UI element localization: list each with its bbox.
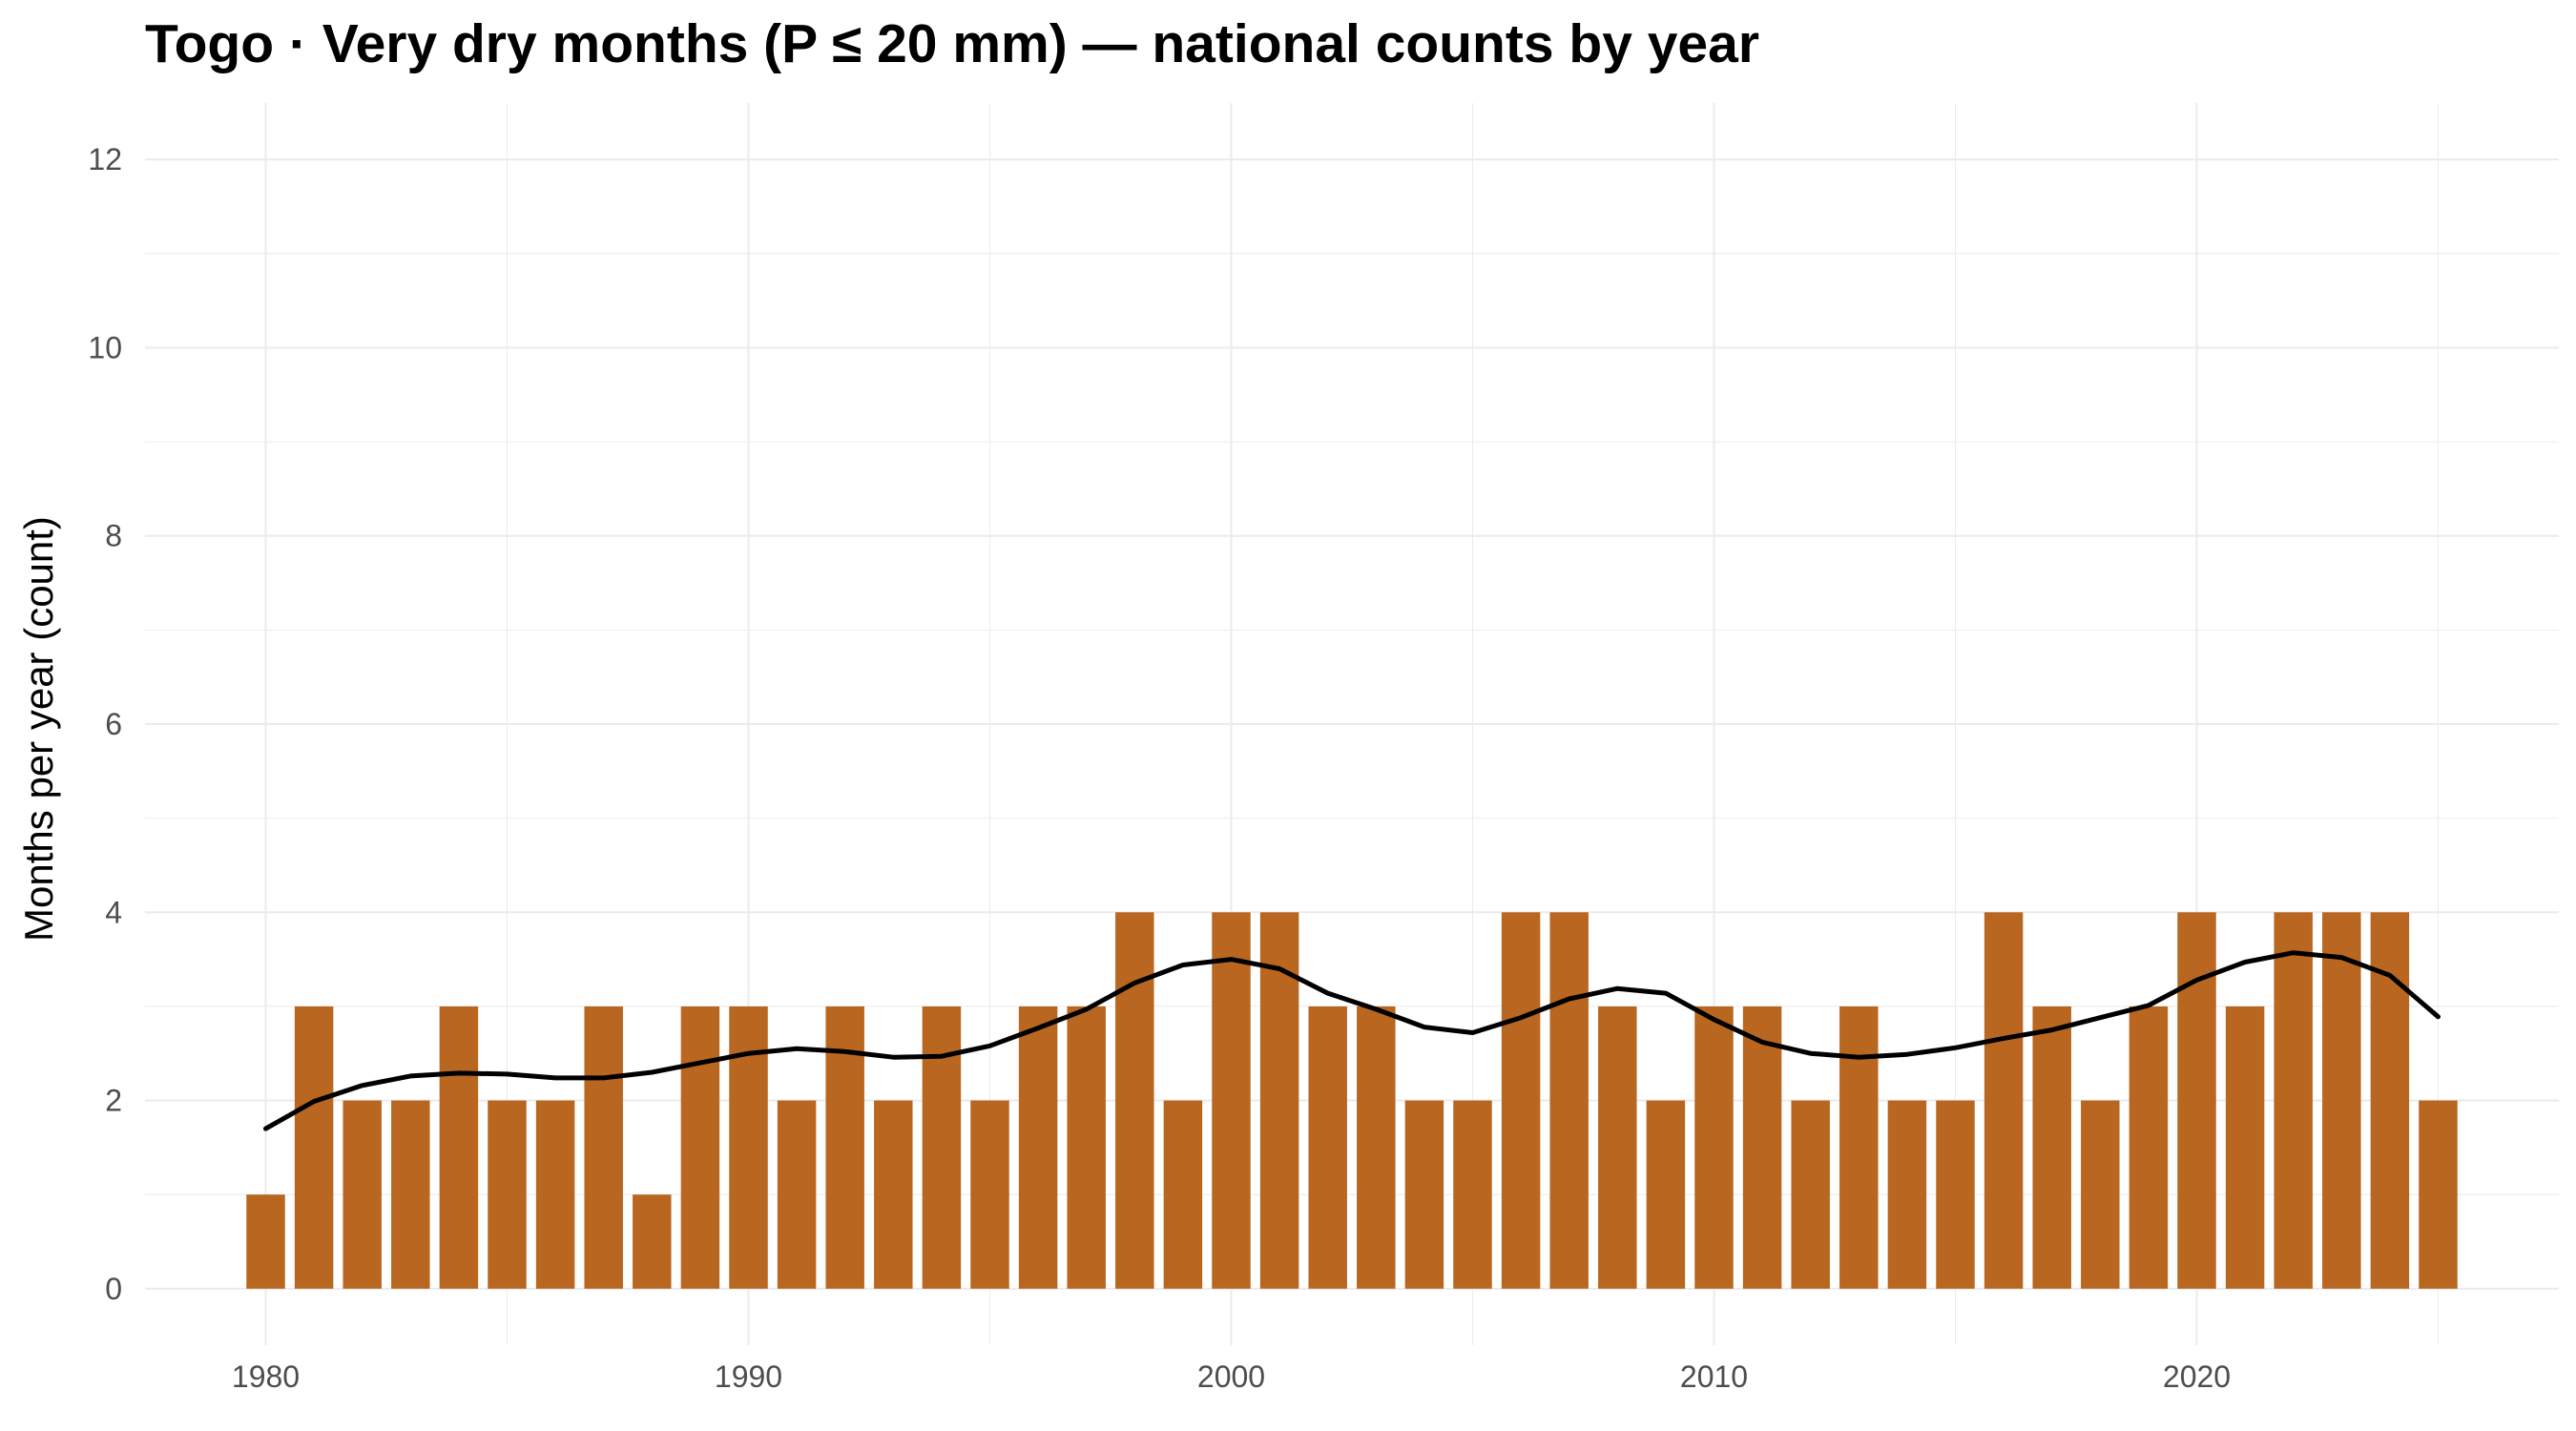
bar — [633, 1194, 672, 1289]
bar — [391, 1100, 430, 1289]
bar — [1067, 1006, 1106, 1289]
bar — [729, 1006, 768, 1289]
bar-series — [246, 912, 2458, 1289]
bar — [1501, 912, 1541, 1289]
bar — [1549, 912, 1589, 1289]
x-tick-label: 1980 — [232, 1359, 300, 1394]
bar — [680, 1006, 720, 1289]
y-tick-label: 4 — [105, 895, 122, 929]
bar — [1453, 1100, 1492, 1289]
bar — [1791, 1100, 1830, 1289]
bar — [294, 1006, 334, 1289]
bar — [1742, 1006, 1782, 1289]
x-tick-label: 2000 — [1197, 1359, 1265, 1394]
x-tick-label: 2020 — [2163, 1359, 2231, 1394]
x-tick-label: 2010 — [1680, 1359, 1748, 1394]
bar — [2177, 912, 2216, 1289]
bar — [1404, 1100, 1444, 1289]
bar — [584, 1006, 623, 1289]
bar — [1357, 1006, 1396, 1289]
y-tick-label: 12 — [88, 142, 122, 176]
bar — [777, 1100, 817, 1289]
y-tick-label: 8 — [105, 519, 122, 553]
bar — [1308, 1006, 1347, 1289]
bar — [535, 1100, 575, 1289]
y-tick-label: 6 — [105, 707, 122, 741]
bar — [2274, 912, 2313, 1289]
x-axis-ticks: 1980 1990 2000 2010 2020 — [232, 1359, 2231, 1394]
bar — [439, 1006, 479, 1289]
y-axis-ticks: 0 2 4 6 8 10 12 — [88, 142, 122, 1306]
bar — [1212, 912, 1251, 1289]
bar — [922, 1006, 962, 1289]
bar — [2419, 1100, 2458, 1289]
y-tick-label: 0 — [105, 1272, 122, 1306]
bar — [970, 1100, 1009, 1289]
bar — [1887, 1100, 1927, 1289]
bar — [1598, 1006, 1637, 1289]
bar — [1115, 912, 1154, 1289]
bar — [488, 1100, 527, 1289]
bar — [1694, 1006, 1734, 1289]
bar — [246, 1194, 285, 1289]
bar — [2225, 1006, 2265, 1289]
x-tick-label: 1990 — [715, 1359, 782, 1394]
bar — [2129, 1006, 2169, 1289]
chart-title: Togo · Very dry months (P ≤ 20 mm) — nat… — [145, 13, 1760, 74]
y-tick-label: 2 — [105, 1084, 122, 1118]
bar — [2032, 1006, 2071, 1289]
bar — [343, 1100, 382, 1289]
bar — [874, 1100, 913, 1289]
y-axis-title: Months per year (count) — [16, 516, 61, 942]
bar — [1646, 1100, 1686, 1289]
trend-line — [263, 950, 2441, 1131]
bar — [1018, 1006, 1058, 1289]
bar — [1984, 912, 2024, 1289]
y-tick-label: 10 — [88, 330, 122, 364]
bar — [2322, 912, 2361, 1289]
bar — [1163, 1100, 1203, 1289]
bar — [1936, 1100, 1975, 1289]
bar — [2081, 1100, 2120, 1289]
bar — [1839, 1006, 1879, 1289]
trend-series — [263, 950, 2441, 1131]
